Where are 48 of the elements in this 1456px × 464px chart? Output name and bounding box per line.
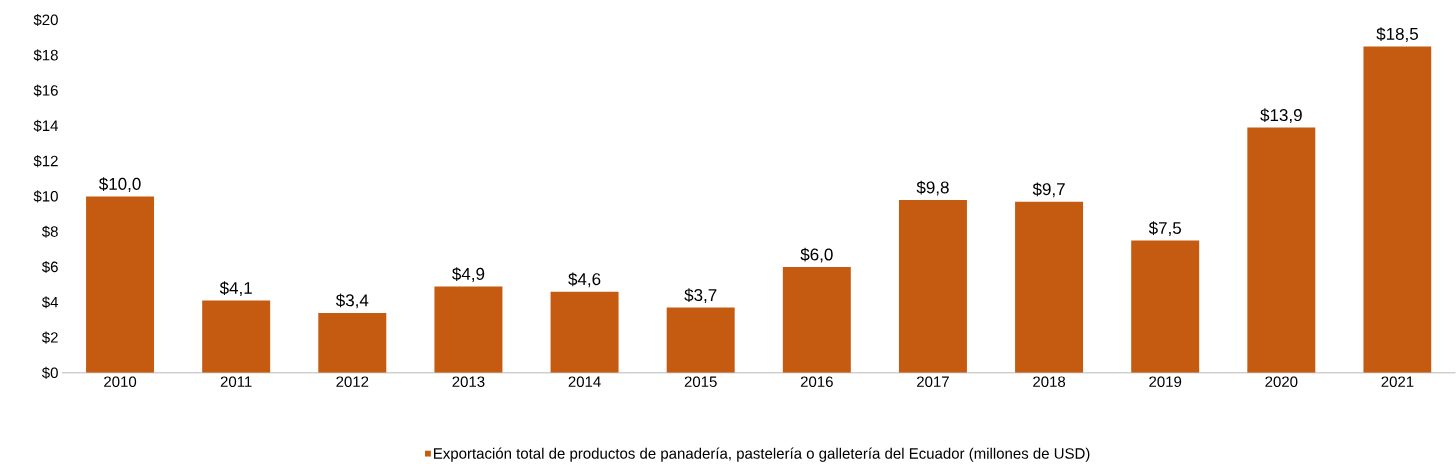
text: $18,5 (1376, 27, 1418, 42)
x-tick-label: 2013 (452, 376, 485, 387)
bar (434, 286, 503, 373)
y-tick-label: $4 (41, 296, 59, 309)
text: $4,6 (568, 272, 601, 288)
y-tick-label: $12 (33, 155, 58, 168)
x-tick-label: 2018 (1033, 376, 1066, 387)
x-tick-label: 2017 (917, 376, 949, 387)
y-tick-label: $14 (33, 119, 59, 132)
bar (1015, 201, 1084, 373)
text: $9,7 (1032, 182, 1065, 198)
y-tick-label: $16 (33, 84, 58, 97)
text: $9,8 (916, 180, 949, 196)
y-tick-label: $10 (33, 190, 58, 203)
bar (1363, 46, 1432, 373)
x-tick-label: 2020 (1265, 376, 1298, 387)
x-tick-label: 2016 (800, 376, 833, 387)
text: $13,9 (1260, 108, 1302, 124)
text: $3,7 (684, 288, 717, 303)
y-tick-label: $20 (33, 13, 58, 26)
bar (1131, 240, 1200, 373)
text: $3,4 (335, 293, 369, 309)
text: $10,0 (98, 177, 141, 192)
text: $7,5 (1148, 221, 1182, 236)
bar (1247, 127, 1316, 373)
bar (898, 199, 967, 373)
bar (318, 312, 387, 373)
x-tick-label: 2010 (104, 376, 137, 387)
y-tick-label: $2 (41, 331, 58, 344)
bar (86, 196, 155, 373)
y-tick-label: $6 (41, 260, 58, 274)
x-tick-label: 2012 (336, 376, 369, 387)
text: $4,1 (219, 281, 252, 296)
x-tick-label: 2019 (1149, 376, 1182, 387)
y-tick-label: $0 (41, 366, 58, 379)
text: $6,0 (800, 247, 833, 263)
x-tick-label: 2014 (568, 376, 601, 387)
y-tick-label: $8 (41, 225, 58, 238)
bar (782, 266, 851, 373)
x-tick-label: 2021 (1381, 376, 1414, 387)
x-tick-label: 2015 (684, 376, 717, 387)
bar (550, 291, 619, 373)
bar (666, 307, 735, 373)
legend-label: Exportación total de productos de panadería, pastelería o galletería del Ecuador (millones de USD) (434, 447, 1090, 462)
y-tick-label: $18 (33, 49, 58, 62)
bar (202, 300, 271, 373)
x-tick-label: 2011 (220, 376, 252, 387)
text: $4,9 (452, 267, 485, 282)
